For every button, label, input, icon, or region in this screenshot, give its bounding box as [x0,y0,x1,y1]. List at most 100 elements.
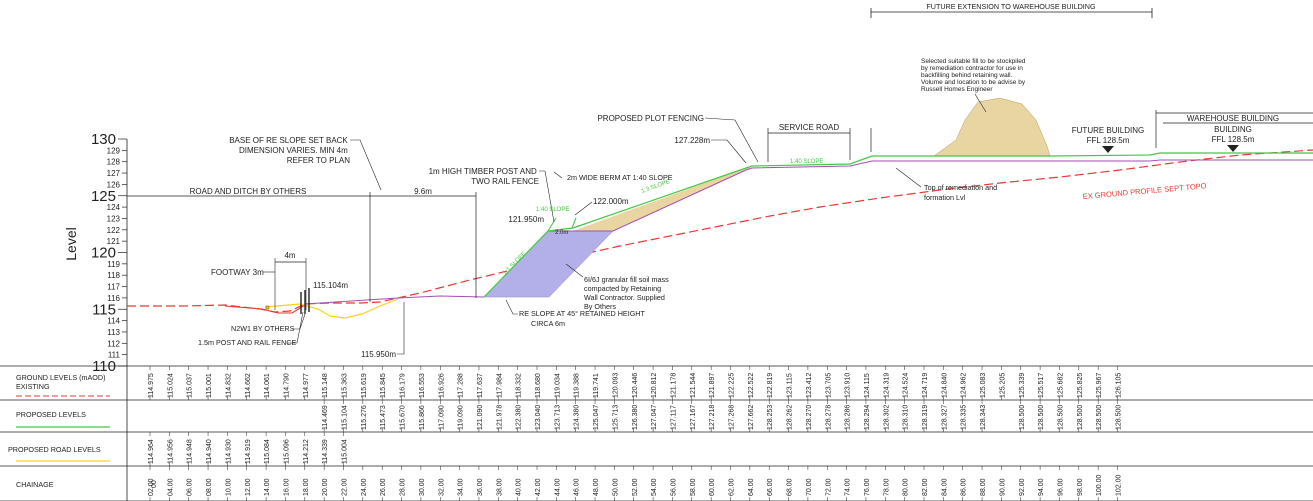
chainage-cell: 30.00 [419,478,426,496]
ground-level-cell: 124.719 [922,373,929,398]
ground-level-cell: 118.332 [516,373,523,398]
ground-level-cell: 117.288 [458,373,465,398]
proposed-level-cell: 115.670 [400,405,407,430]
level-127-228: 127.228m [674,136,710,145]
proposed-level-cell: 128.500 [1096,405,1103,430]
berm-note: 2m WIDE BERM AT 1:40 SLOPE [567,173,673,182]
chainage-cell: 28.00 [400,478,407,496]
y-tick-label: 110 [92,358,116,375]
ground-level-cell: 120.093 [612,373,619,398]
slope-1-40-a: 1:40 SLOPE [536,207,569,213]
chainage-cell: 70.00 [806,478,813,496]
ground-level-cell: 121.544 [690,373,697,398]
proposed-level-cell: 117.090 [438,405,445,430]
proposed-level-cell: 115.104 [342,405,349,430]
chainage-cell: 42.00 [535,478,542,496]
plot-fencing-label: PROPOSED PLOT FENCING [597,114,704,123]
proposed-level-cell: 124.380 [574,405,581,430]
ground-level-cell: 122.522 [748,373,755,398]
ground-level-cell: 123.910 [845,373,852,398]
ground-level-cell: 124.524 [903,373,910,398]
ground-level-cell: 118.680 [535,373,542,398]
road-level-cell: 114.339 [322,439,329,464]
chainage-cell: 68.00 [787,478,794,496]
ground-level-cell: 125.517 [1038,373,1045,398]
ground-level-cell: 125.339 [1019,373,1026,398]
chainage-cell: 98.00 [1077,478,1084,496]
proposed-level-cell: 128.319 [922,405,929,430]
proposed-levels-header: PROPOSED LEVELS [16,410,86,419]
re-slope-note: RE SLOPE AT 45° RETAINED HEIGHT CIRCA 6m [519,309,647,328]
ground-level-cell: 124.115 [864,373,871,398]
future-building-ffl: FFL 128.5m [1087,136,1130,145]
chainage-cell: 04.00 [167,478,174,496]
chainage-cell: 10.00 [225,478,232,496]
proposed-level-cell: 127.117 [670,405,677,430]
n2w1-label: N2W1 BY OTHERS [231,324,295,333]
proposed-level-cell: 127.047 [651,405,658,430]
ground-level-cell: 124.319 [883,373,890,398]
chainage-start: 00 [151,480,158,488]
chainage-cell: 06.00 [187,478,194,496]
road-level-cell: 114.964 [148,439,155,464]
chainage-cell: 92.00 [1019,478,1026,496]
ground-level-cell: 121.178 [670,373,677,398]
proposed-level-cell: 122.380 [516,405,523,430]
y-tick-label: 115 [92,301,116,318]
proposed-level-cell: 128.500 [1038,405,1045,430]
chainage-cell: 54.00 [651,478,658,496]
chainage-cell: 74.00 [845,478,852,496]
y-tick-label: 125 [91,188,116,205]
ground-level-cell: 120.812 [651,373,658,398]
level-115-104: 115.104m [313,281,348,290]
fill-note: Selected suitable fill to be stockpiled … [921,58,1027,93]
y-tick-label: 130 [91,131,116,148]
level-115-950: 115.950m [361,350,396,359]
proposed-level-cell: 128.500 [1116,405,1123,430]
proposed-level-cell: 126.380 [632,405,639,430]
ground-level-cell: 117.984 [496,373,503,398]
ground-levels-header: GROUND LEVELS (mAOD) EXISTING [16,373,107,391]
proposed-level-cell: 115.866 [419,405,426,430]
chainage-cell: 76.00 [864,478,871,496]
y-tick-label: 126 [107,180,121,189]
granular-note: 6I/6J granular fill soil mass compacted … [584,275,671,311]
proposed-level-cell: 128.278 [825,405,832,430]
road-level-cell: 115.084 [264,439,271,464]
road-ditch-label: ROAD AND DITCH BY OTHERS [190,187,307,196]
ground-level-cell: 125.825 [1077,373,1084,398]
proposed-level-cell: 127.218 [709,405,716,430]
berm-width: 2.0m [555,230,568,236]
chainage-cell: 40.00 [516,478,523,496]
ground-level-cell: 125.967 [1096,373,1103,398]
proposed-level-cell: 119.090 [458,405,465,430]
ground-level-cell: 114.832 [225,373,232,398]
ground-level-cell: 114.790 [283,373,290,398]
footway-label: FOOTWAY 3m [211,268,264,277]
chainage-cell: 102.00 [1116,474,1123,496]
road-levels-header: PROPOSED ROAD LEVELS [8,445,101,454]
chainage-cell: 60.00 [709,478,716,496]
slope-fill-wedge [573,167,752,231]
level-121-950: 121.950m [508,215,544,224]
formation-level-2 [548,159,1313,232]
slope-1-40-b: 1:40 SLOPE [790,159,823,165]
chainage-cell: 50.00 [612,478,619,496]
road-level-cell: 114.919 [245,439,252,464]
y-tick-label: 129 [107,146,121,155]
ground-level-cell: 116.926 [438,373,445,398]
proposed-level-cell: 121.090 [477,405,484,430]
y-tick-label: 127 [107,169,121,178]
fence-posts [300,288,310,314]
base-re-slope-note: BASE OF RE SLOPE SET BACK DIMENSION VARI… [229,136,350,165]
proposed-level-cell: 128.327 [941,405,948,430]
ex-ground-label: EX GROUND PROFILE SEPT TOPO [1082,181,1207,201]
chainage-cell: 20.00 [322,478,329,496]
road-ditch-existing [224,304,306,314]
ground-level-cell: 116.553 [419,373,426,398]
chainage-cell: 80.00 [903,478,910,496]
chainage-cell: 24.00 [361,478,368,496]
ground-level-cell: 115.037 [187,373,194,398]
ground-level-cell: 115.001 [206,373,213,398]
